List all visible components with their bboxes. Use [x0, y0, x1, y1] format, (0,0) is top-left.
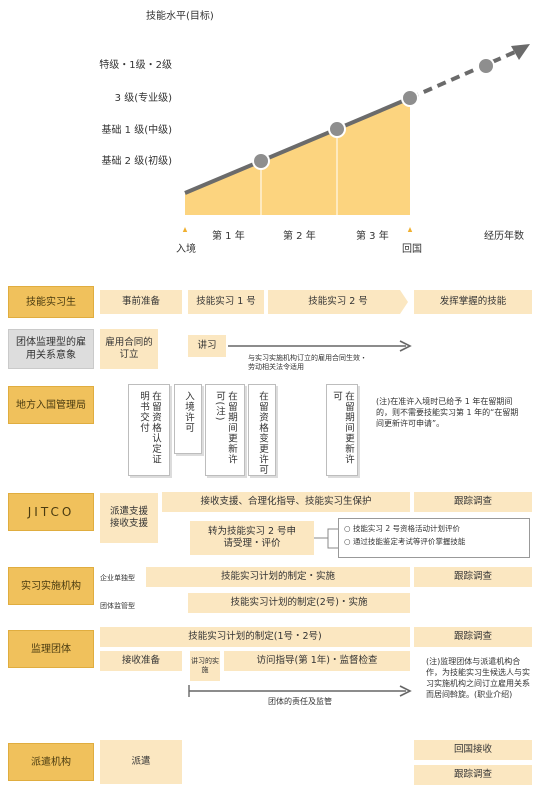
entry-marker [182, 227, 188, 232]
row-label-implementing: 实习实施机构 [8, 567, 94, 605]
x-label-years: 经历年数 [484, 231, 524, 242]
type-single-company: 企业单独型 [100, 574, 135, 582]
supervising-visit: 访问指导(第 1年)・监督检查 [224, 651, 410, 671]
skill-line-dashed [409, 50, 516, 100]
card-entry-permit-text: 入境许可 [183, 391, 194, 433]
row-label-supervising: 监理团体 [8, 630, 94, 668]
jitco-support: 派遣支援接收支援 [100, 493, 158, 543]
level-label-top: 特级・1级・2级 [99, 60, 172, 71]
skill-growth-chart [182, 44, 530, 232]
supervising-followup: 跟踪调查 [414, 627, 532, 647]
node-return [401, 89, 419, 107]
supervising-plan: 技能实习计划的制定(1号・2号) [100, 627, 410, 647]
jitco-protection: 接收支援、合理化指导、技能实习生保护 [162, 492, 410, 512]
card-entry-permit: 入境许可 [174, 384, 202, 454]
node-future [477, 57, 495, 75]
jitco-evaluation-box: ○ 技能实习 2 号资格活动计划评价 ○ 通过技能鉴定考试等评价掌握技能 [338, 518, 530, 558]
type-group-supervised: 团体监管型 [100, 602, 135, 610]
implementing-plan-single: 技能实习计划的制定・实施 [146, 567, 410, 587]
x-label-year2: 第 2 年 [283, 231, 316, 242]
phase-training1: 技能实习 1 号 [188, 290, 264, 314]
level-label-basic2: 基础 2 级(初级) [101, 156, 172, 167]
row-label-immigration: 地方入国管理局 [8, 386, 94, 424]
x-label-year1: 第 1 年 [212, 231, 245, 242]
phase-utilize-skills: 发挥掌握的技能 [414, 290, 532, 314]
sending-dispatch: 派遣 [100, 740, 182, 784]
level-label-basic1: 基础 1 级(中级) [101, 125, 172, 136]
card-status-change: 在留资格变更许可 [248, 384, 276, 476]
row-label-employment: 团体监理型的雇用关系意象 [8, 329, 94, 369]
sending-followup: 跟踪调查 [414, 765, 532, 785]
phase-training2: 技能实习 2 号 [268, 290, 408, 314]
eval-2-text: 通过技能鉴定考试等评价掌握技能 [352, 537, 466, 546]
jitco-followup: 跟踪调查 [414, 492, 532, 512]
node-year2 [328, 120, 346, 138]
return-marker [407, 227, 413, 232]
sending-return-reception: 回国接收 [414, 740, 532, 760]
row-label-trainee: 技能实习生 [8, 286, 94, 318]
contract-arrow [228, 340, 412, 352]
card-status-change-text: 在留资格变更许可 [257, 391, 268, 475]
skill-line [184, 96, 411, 195]
eval-line-1: ○ 技能实习 2 号资格活动计划评价 [344, 524, 460, 533]
responsibility-arrow [188, 685, 412, 697]
card-certificate-text: 在留资格认定证明书交付 [138, 391, 161, 465]
immigration-note: (注)在准许入境时已给予 1 年在留期间的，则不需要技能实习第 1 年的“在留期… [376, 397, 519, 428]
x-label-entry: 入境 [176, 244, 196, 255]
phase-preparation: 事前准备 [100, 290, 182, 314]
supervising-preparation: 接收准备 [100, 651, 182, 671]
node-year1 [252, 152, 270, 170]
row-label-jitco: JITCO [8, 493, 94, 531]
supervising-note: (注)监理团体与派遣机构合作，为技能实习生候选人与实习实施机构之间订立雇用关系而… [426, 657, 530, 699]
jitco-connector [314, 528, 342, 549]
contract-note: 与实习实施机构订立的雇用合同生效・劳动相关法令适用 [248, 354, 367, 371]
y-axis-title: 技能水平(目标) [146, 11, 214, 22]
responsibility-label: 团体的责任及监管 [268, 697, 332, 706]
implementing-plan-group: 技能实习计划的制定(2号)・实施 [188, 593, 410, 613]
card-renewal-1: 在留期间更新许可(注) [205, 384, 245, 476]
eval-1-text: 技能实习 2 号资格活动计划评价 [352, 524, 460, 533]
employment-contract: 雇用合同的订立 [100, 329, 158, 369]
x-label-return: 回国 [402, 244, 422, 255]
skill-area [185, 98, 410, 215]
card-renewal-1-text: 在留期间更新许可(注) [214, 391, 237, 465]
implementing-followup: 跟踪调查 [414, 567, 532, 587]
level-label-3: 3 级(专业级) [114, 93, 172, 104]
row-label-sending: 派遣机构 [8, 743, 94, 781]
supervising-lecture: 讲习的实施 [190, 651, 220, 681]
card-certificate: 在留资格认定证明书交付 [128, 384, 170, 476]
card-renewal-2: 在留期间更新许可 [326, 384, 358, 476]
jitco-transfer-application: 转为技能实习 2 号申请受理・评价 [190, 521, 314, 555]
x-label-year3: 第 3 年 [356, 231, 389, 242]
card-renewal-2-text: 在留期间更新许可 [331, 391, 354, 465]
eval-line-2: ○ 通过技能鉴定考试等评价掌握技能 [344, 537, 466, 546]
arrow-head [511, 44, 530, 60]
lecture: 讲习 [188, 335, 226, 357]
